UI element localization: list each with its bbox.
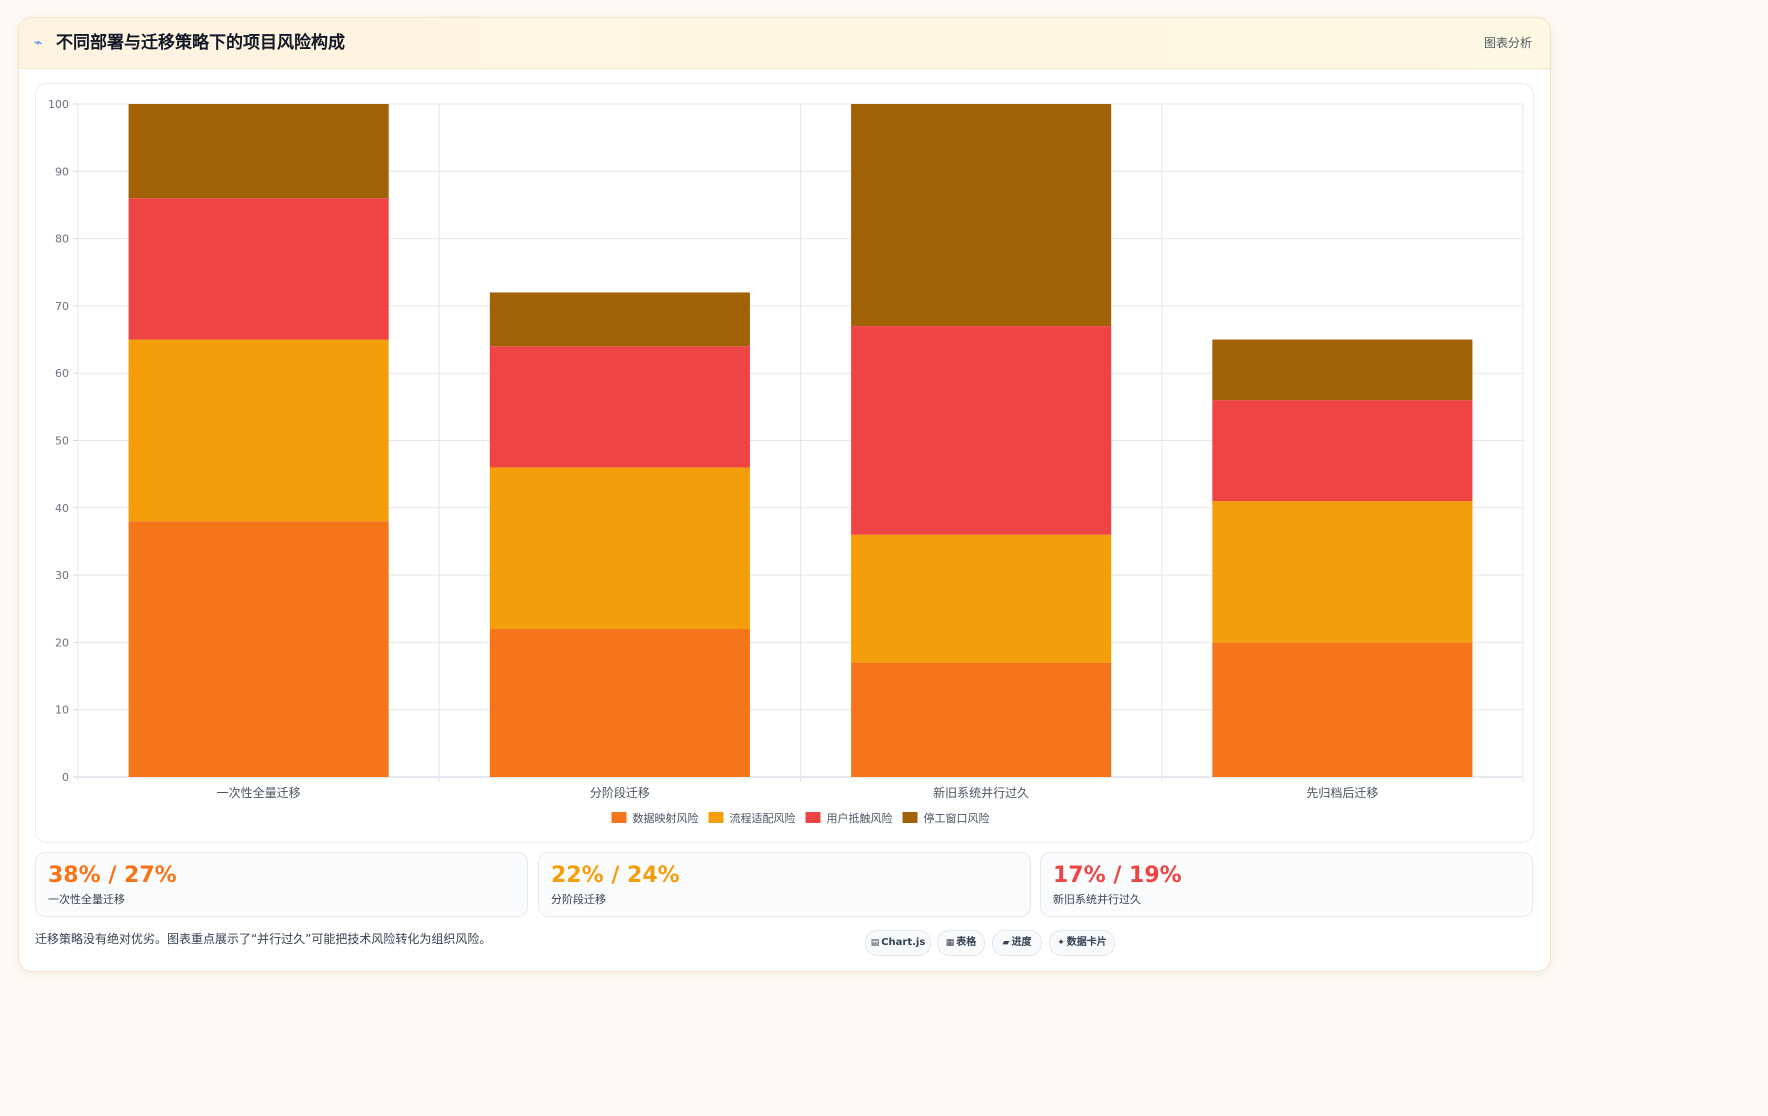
legend-swatch — [805, 812, 821, 823]
stat-card-full-migration: 38% / 27% 一次性全量迁移 — [35, 852, 528, 917]
legend-swatch — [708, 812, 724, 823]
tag-table[interactable]: ▦ 表格 — [937, 930, 985, 956]
y-tick-label: 30 — [55, 569, 69, 582]
bar-segment — [128, 198, 389, 340]
stat-label: 一次性全量迁移 — [48, 893, 125, 906]
bar-segment — [1212, 339, 1473, 401]
tag-label: Chart.js — [881, 937, 926, 948]
tag-label: 进度 — [1011, 937, 1032, 948]
tag-progress[interactable]: ▰ 进度 — [992, 930, 1042, 956]
legend-label: 停工窗口风险 — [924, 811, 990, 825]
card-title: 不同部署与迁移策略下的项目风险构成 — [56, 33, 345, 53]
y-tick-label: 90 — [55, 165, 69, 178]
stat-card-phased-migration: 22% / 24% 分阶段迁移 — [538, 852, 1031, 917]
bar-segment — [851, 326, 1112, 535]
x-tick-label: 先归档后迁移 — [1306, 786, 1378, 800]
y-tick-label: 10 — [55, 704, 69, 717]
legend-label: 数据映射风险 — [633, 811, 699, 825]
y-tick-label: 60 — [55, 367, 69, 380]
legend-swatch — [902, 812, 918, 823]
bar-segment — [489, 292, 750, 347]
bar-segment — [128, 521, 389, 777]
legend-label: 用户抵触风险 — [827, 811, 893, 825]
tag-label: 表格 — [956, 937, 977, 948]
progress-icon: ▰ — [1002, 938, 1010, 948]
stat-label: 分阶段迁移 — [551, 893, 606, 906]
chart-line-icon: ⌁ — [34, 35, 43, 51]
chart-panel: 0 10 20 30 40 50 60 70 80 90 100 一次性全量迁移 分阶段迁移 新旧系统并行… — [35, 83, 1534, 843]
y-tick-label: 50 — [55, 435, 69, 448]
tag-data-cards[interactable]: ✦ 数据卡片 — [1049, 930, 1115, 956]
bar-segment — [851, 104, 1112, 327]
chart-icon: ▤ — [870, 938, 880, 948]
bar-segment — [1212, 642, 1473, 777]
stat-value: 17% / 19% — [1053, 863, 1182, 888]
legend-swatch — [611, 812, 627, 823]
y-tick-label: 80 — [55, 233, 69, 246]
x-tick-label: 一次性全量迁移 — [217, 785, 301, 800]
y-tick-label: 70 — [55, 300, 69, 313]
y-tick-label: 40 — [55, 502, 69, 515]
tag-label: 数据卡片 — [1066, 937, 1107, 948]
bar-segment — [128, 339, 389, 522]
bar-segment — [851, 662, 1112, 777]
y-tick-label: 100 — [48, 98, 69, 111]
bar-segment — [489, 346, 750, 468]
table-icon: ▦ — [945, 938, 955, 948]
chart-card: ⌁ 不同部署与迁移策略下的项目风险构成 图表分析 0 10 20 30 40 50 60 70… — [18, 17, 1551, 972]
x-tick-label: 新旧系统并行过久 — [933, 785, 1029, 800]
tag-chartjs[interactable]: ▤ Chart.js — [865, 930, 931, 956]
bar-segment — [489, 467, 750, 629]
sparkle-icon: ✦ — [1057, 938, 1065, 948]
x-tick-label: 分阶段迁移 — [590, 785, 650, 800]
stacked-bar-chart: 0 10 20 30 40 50 60 70 80 90 100 一次性全量迁移 分阶段迁移 新旧系统并行… — [48, 98, 1524, 825]
bar-segment — [489, 628, 750, 777]
bar-segment — [128, 104, 389, 199]
stat-label: 新旧系统并行过久 — [1053, 893, 1141, 906]
footer-note: 迁移策略没有绝对优劣。图表重点展示了“并行过久”可能把技术风险转化为组织风险。 — [35, 932, 492, 946]
bar-segment — [851, 534, 1112, 663]
stat-value: 38% / 27% — [48, 863, 177, 888]
legend-label: 流程适配风险 — [730, 811, 796, 825]
stat-value: 22% / 24% — [551, 863, 680, 888]
y-tick-label: 0 — [62, 771, 69, 784]
chart-analysis-link[interactable]: 图表分析 — [1483, 36, 1532, 50]
bar-segment — [1212, 501, 1473, 643]
card-header: ⌁ 不同部署与迁移策略下的项目风险构成 图表分析 — [19, 18, 1550, 69]
stat-card-parallel-too-long: 17% / 19% 新旧系统并行过久 — [1040, 852, 1533, 917]
bar-segment — [1212, 400, 1473, 502]
y-tick-label: 20 — [55, 636, 69, 649]
